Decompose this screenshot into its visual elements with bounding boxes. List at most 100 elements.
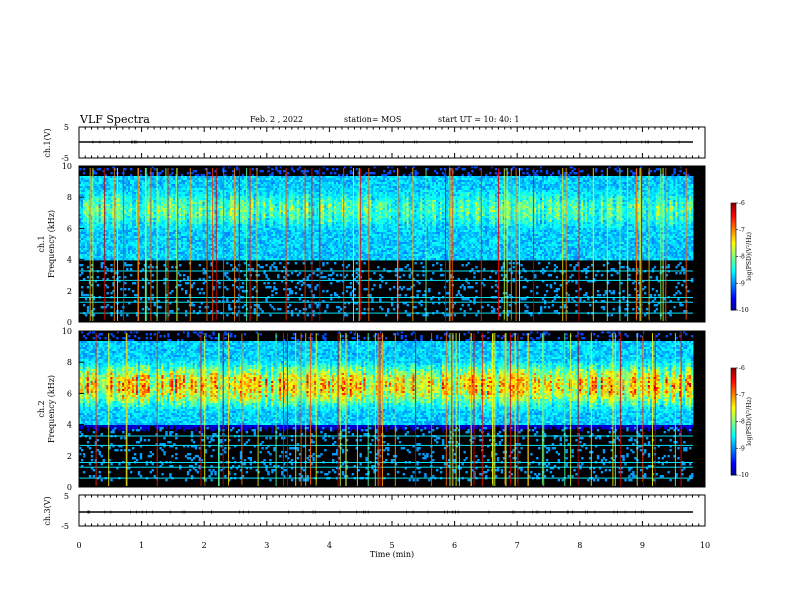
colorbar-swatch — [731, 457, 736, 460]
colorbar-swatch — [731, 263, 736, 266]
colorbar-tick-label: -8 — [739, 419, 745, 426]
waveform-panel-ch3: 5 -5 ch.3(V) — [43, 492, 706, 531]
colorbar-swatch — [731, 439, 736, 442]
sferic-spikes — [89, 168, 687, 321]
colorbar-swatch — [731, 276, 736, 279]
colorbar-swatch — [731, 391, 736, 394]
colorbar-swatch — [731, 235, 736, 238]
colorbar-swatch — [731, 219, 736, 222]
colorbar-ch1: -6 -7 -8 -9 -10 log(PSD)(V²/Hz) — [730, 200, 753, 314]
colorbar-swatch — [731, 398, 736, 401]
colorbar-swatch — [731, 256, 736, 259]
colorbar-swatch — [731, 244, 736, 247]
colorbar-swatch — [731, 204, 736, 208]
colorbar-swatch — [731, 396, 736, 399]
colorbar-swatch — [731, 295, 736, 299]
colorbar-swatch — [731, 450, 736, 453]
colorbar-swatch — [731, 419, 736, 422]
colorbar-swatch — [731, 268, 736, 272]
colorbar-swatch — [731, 380, 736, 383]
colorbar-swatch — [731, 220, 736, 224]
colorbar-swatch — [731, 292, 736, 295]
colorbar-swatch — [731, 229, 736, 233]
colorbar-swatch — [731, 385, 736, 389]
y-tick-label: 0 — [67, 483, 72, 492]
colorbar-swatch — [731, 251, 736, 254]
colorbar-swatch — [731, 224, 736, 227]
colorbar-swatch — [731, 414, 736, 417]
colorbar-swatch — [731, 466, 736, 469]
spectrogram-panel-ch2: 0 2 4 6 8 10 ch.2Frequency (kHz) — [37, 327, 706, 492]
date-label: Feb. 2 , 2022 — [250, 115, 303, 124]
colorbar-swatch — [731, 401, 736, 405]
colorbar-swatch — [731, 451, 736, 455]
colorbar-tick-label: -10 — [739, 307, 749, 314]
colorbar-swatch — [731, 412, 736, 415]
colorbar-swatch — [731, 444, 736, 447]
colorbar-swatch — [731, 293, 736, 297]
x-tick-label: 5 — [389, 541, 394, 550]
colorbar-swatch — [731, 441, 736, 444]
colorbar-swatch — [731, 203, 736, 206]
colorbar-swatch — [731, 464, 736, 467]
x-axis-label: Time (min) — [370, 550, 414, 559]
y-tick-label: 10 — [62, 327, 72, 336]
x-tick-label: 8 — [577, 541, 582, 550]
colorbar-swatch — [731, 378, 736, 381]
colorbar-swatch — [731, 425, 736, 428]
colorbar-swatch — [731, 458, 736, 462]
colorbar-swatch — [731, 375, 736, 378]
spectrogram-cells — [79, 331, 694, 482]
y-axis-label-ch1: ch.1(V) — [43, 128, 52, 157]
colorbar-swatch — [731, 473, 736, 476]
colorbar-swatch — [731, 455, 736, 458]
y-tick-label: -5 — [61, 522, 69, 531]
colorbar-swatch — [731, 387, 736, 390]
spectrogram-image-ch2 — [79, 331, 694, 486]
colorbar-swatch — [731, 437, 736, 440]
colorbar-ch2: -6 -7 -8 -9 -10 log(PSD)(V²/Hz) — [730, 365, 753, 479]
spectrogram-panel-ch1: 0 2 4 6 8 10 ch.1Frequency (kHz) — [37, 162, 706, 327]
y-axis-label-ch3: ch.3(V) — [43, 496, 52, 525]
colorbar-swatch — [731, 382, 736, 385]
colorbar-tick-label: -7 — [739, 227, 745, 234]
colorbar-swatch — [731, 469, 736, 472]
colorbar-swatch — [731, 240, 736, 243]
colorbar-swatch — [731, 206, 736, 209]
colorbar-swatch — [731, 252, 736, 256]
x-tick-label: 10 — [700, 541, 710, 550]
colorbar-swatch — [731, 265, 736, 268]
x-tick-label: 4 — [327, 541, 332, 550]
colorbar-swatch — [731, 274, 736, 277]
colorbar-swatch — [731, 421, 736, 424]
colorbar-swatch — [731, 261, 736, 265]
colorbar-swatch — [731, 222, 736, 225]
y-axis-label-spec2: ch.2Frequency (kHz) — [37, 375, 56, 443]
colorbar-swatch — [731, 227, 736, 231]
y-tick-label: 10 — [62, 162, 72, 171]
colorbar-swatch — [731, 428, 736, 431]
y-tick-label: 5 — [64, 123, 69, 132]
y-tick-label: 8 — [67, 358, 72, 367]
colorbar-swatch — [731, 308, 736, 311]
colorbar-swatch — [731, 460, 736, 464]
y-tick-label: 4 — [67, 256, 72, 265]
colorbar-swatch — [731, 285, 736, 288]
colorbar-swatch — [731, 211, 736, 215]
colorbar-swatch — [731, 394, 736, 398]
colorbar-swatch — [731, 290, 736, 293]
colorbar-swatch — [731, 242, 736, 245]
colorbar-swatch — [731, 286, 736, 290]
colorbar-swatch — [731, 369, 736, 373]
x-axis: 0 1 2 3 4 5 6 7 8 9 10 — [76, 127, 710, 550]
colorbar-swatch — [731, 213, 736, 216]
colorbar-swatch — [731, 247, 736, 250]
colorbar-swatch — [731, 373, 736, 376]
y-axis-label-spec1: ch.1Frequency (kHz) — [37, 210, 56, 278]
colorbar-tick-label: -7 — [739, 392, 745, 399]
colorbar-swatch — [731, 279, 736, 282]
colorbar-swatch — [731, 299, 736, 302]
colorbar-swatch — [731, 471, 736, 474]
colorbar-tick-label: -9 — [739, 280, 745, 287]
